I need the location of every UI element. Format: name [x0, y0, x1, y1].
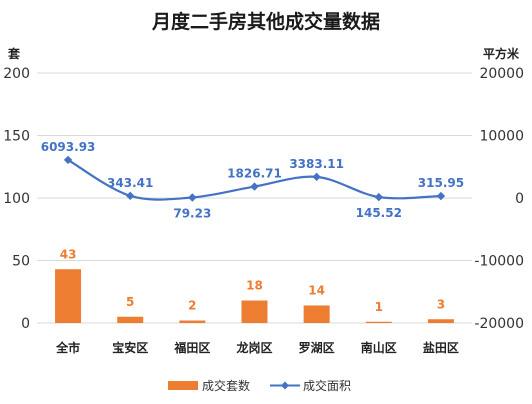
left-tick-label: 50: [12, 254, 30, 270]
right-y-ticks: -20000 -10000 0 10000 20000: [474, 66, 524, 332]
line-data-label: 79.23: [173, 207, 211, 221]
category-label: 全市: [55, 340, 80, 355]
legend-bar-swatch: [168, 381, 198, 390]
legend: 成交套数 成交面积: [168, 378, 351, 393]
category-labels: 全市 宝安区 福田区 龙岗区 罗湖区 南山区 盐田区: [55, 340, 459, 355]
legend-bar-label: 成交套数: [202, 378, 250, 393]
left-tick-label: 0: [21, 316, 30, 332]
line-data-label: 145.52: [356, 206, 402, 220]
bar: [303, 305, 330, 323]
category-label: 宝安区: [112, 340, 148, 355]
bar-data-label: 5: [126, 295, 134, 309]
line-point: [374, 192, 383, 202]
right-tick-label: 20000: [479, 66, 524, 82]
category-label: 罗湖区: [299, 340, 335, 355]
bar-data-label: 2: [188, 299, 196, 313]
bar-data-label: 18: [246, 279, 263, 293]
bar-data-label: 3: [437, 297, 445, 311]
line-point: [436, 191, 446, 201]
bar: [427, 319, 454, 323]
right-tick-label: -10000: [474, 254, 524, 270]
right-tick-label: 10000: [479, 129, 524, 145]
category-label: 盐田区: [423, 340, 459, 355]
line-data-label: 1826.71: [227, 167, 282, 181]
gridlines: [37, 72, 472, 324]
right-tick-label: -20000: [474, 316, 524, 332]
bar: [55, 269, 82, 323]
right-axis-unit: 平方米: [483, 46, 520, 61]
category-label: 福田区: [173, 340, 210, 355]
bar-data-label: 1: [375, 300, 383, 314]
line-point: [312, 172, 321, 182]
line-data-label: 3383.11: [289, 157, 344, 171]
line-point: [126, 191, 135, 201]
left-tick-label: 150: [3, 129, 30, 145]
line-point: [63, 155, 73, 165]
chart-title: 月度二手房其他成交量数据: [151, 10, 380, 33]
line-series: 6093.93 343.41 79.23 1826.71 3383.11 145.52 31…: [41, 140, 464, 221]
right-tick-label: 0: [515, 191, 524, 207]
left-tick-label: 100: [3, 191, 30, 207]
category-label: 南山区: [361, 340, 397, 355]
left-tick-label: 200: [3, 66, 30, 82]
left-axis-unit: 套: [7, 46, 21, 61]
bar-data-label: 43: [60, 247, 77, 261]
bar: [241, 300, 268, 323]
line-data-label: 343.41: [107, 176, 153, 190]
bar-data-label: 14: [308, 284, 325, 298]
bar: [117, 316, 144, 323]
line-point: [188, 193, 197, 202]
line-point: [250, 182, 259, 191]
legend-line-marker: [281, 381, 289, 390]
bar-series: 43 5 2 18 14 1 3: [55, 247, 454, 323]
line-data-label: 6093.93: [41, 140, 96, 154]
bar: [179, 320, 206, 323]
legend-line-label: 成交面积: [303, 378, 351, 393]
left-y-ticks: 0 50 100 150 200: [3, 66, 30, 332]
line-data-label: 315.95: [418, 176, 464, 190]
category-label: 龙岗区: [236, 340, 272, 355]
bar: [365, 321, 392, 323]
